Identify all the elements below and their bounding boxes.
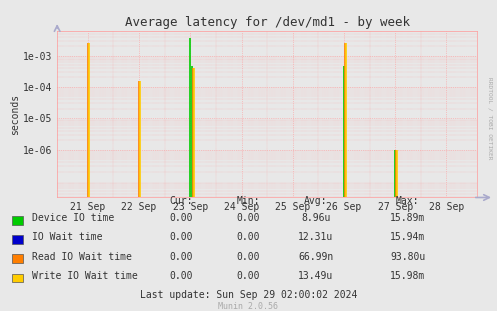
Text: Max:: Max: bbox=[396, 196, 419, 206]
Text: 0.00: 0.00 bbox=[237, 232, 260, 242]
Text: Cur:: Cur: bbox=[169, 196, 193, 206]
Text: 0.00: 0.00 bbox=[237, 271, 260, 281]
Text: Munin 2.0.56: Munin 2.0.56 bbox=[219, 301, 278, 310]
Text: 12.31u: 12.31u bbox=[298, 232, 333, 242]
Text: Last update: Sun Sep 29 02:00:02 2024: Last update: Sun Sep 29 02:00:02 2024 bbox=[140, 290, 357, 300]
Text: 66.99n: 66.99n bbox=[298, 252, 333, 262]
Text: 0.00: 0.00 bbox=[169, 271, 193, 281]
Text: 0.00: 0.00 bbox=[169, 213, 193, 223]
Text: Write IO Wait time: Write IO Wait time bbox=[32, 271, 138, 281]
Text: IO Wait time: IO Wait time bbox=[32, 232, 103, 242]
Text: 0.00: 0.00 bbox=[169, 232, 193, 242]
Text: 13.49u: 13.49u bbox=[298, 271, 333, 281]
Text: Avg:: Avg: bbox=[304, 196, 328, 206]
Text: 8.96u: 8.96u bbox=[301, 213, 331, 223]
Text: Read IO Wait time: Read IO Wait time bbox=[32, 252, 132, 262]
Text: 0.00: 0.00 bbox=[237, 213, 260, 223]
Title: Average latency for /dev/md1 - by week: Average latency for /dev/md1 - by week bbox=[125, 16, 410, 29]
Text: Device IO time: Device IO time bbox=[32, 213, 114, 223]
Text: 0.00: 0.00 bbox=[169, 252, 193, 262]
Y-axis label: seconds: seconds bbox=[10, 94, 20, 135]
Text: 15.94m: 15.94m bbox=[390, 232, 425, 242]
Text: 0.00: 0.00 bbox=[237, 252, 260, 262]
Text: 93.80u: 93.80u bbox=[390, 252, 425, 262]
Text: 15.98m: 15.98m bbox=[390, 271, 425, 281]
Text: Min:: Min: bbox=[237, 196, 260, 206]
Text: RRDTOOL / TOBI OETIKER: RRDTOOL / TOBI OETIKER bbox=[487, 77, 492, 160]
Text: 15.89m: 15.89m bbox=[390, 213, 425, 223]
